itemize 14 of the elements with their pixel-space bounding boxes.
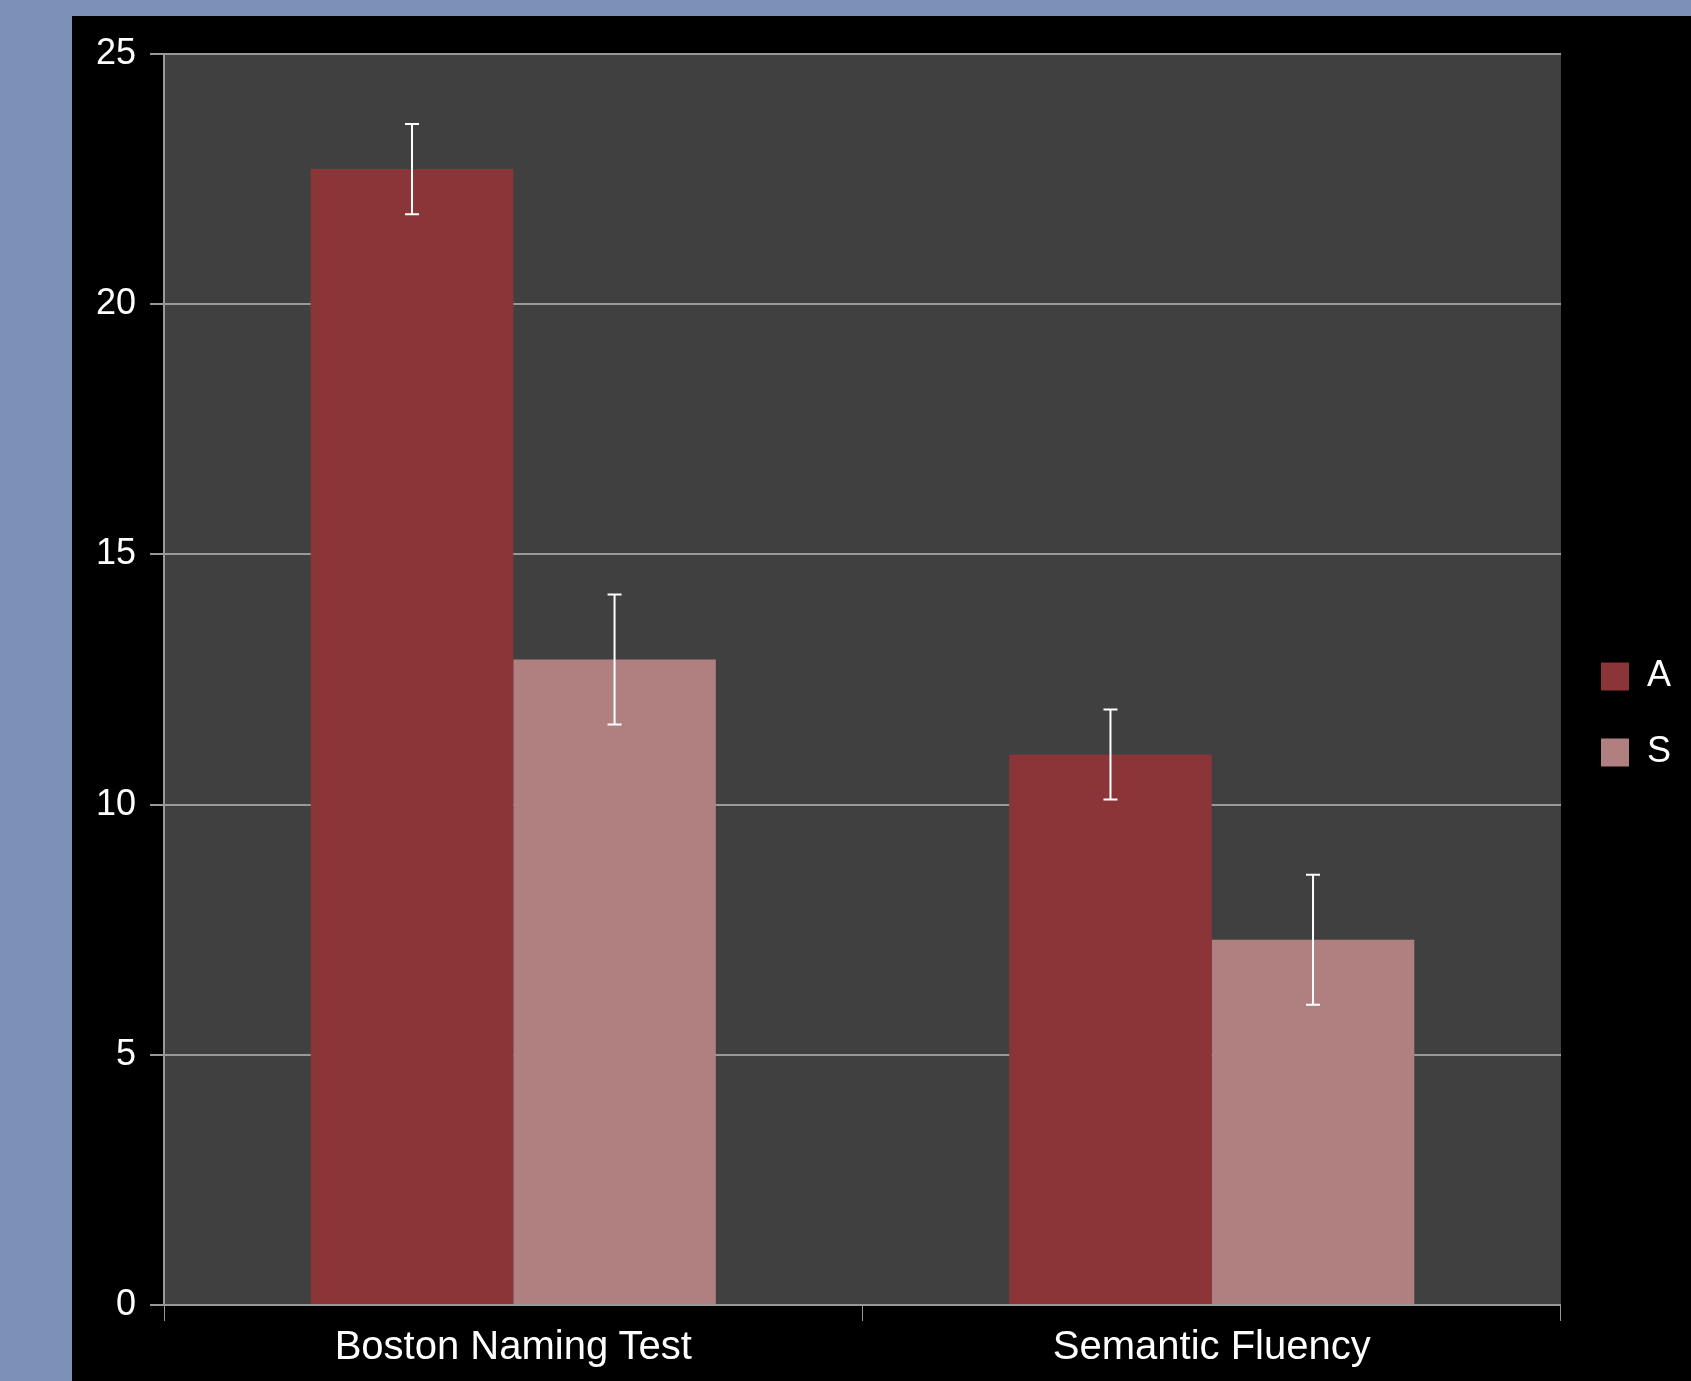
bar: [1009, 754, 1212, 1304]
y-tick-label: 5: [116, 1031, 137, 1073]
x-tick-label: Semantic Fluency: [1052, 1323, 1371, 1368]
y-tick-label: 20: [96, 281, 137, 323]
bar: [1211, 939, 1415, 1304]
y-tick-label: 0: [116, 1281, 137, 1323]
y-tick-label: 15: [96, 531, 137, 573]
legend-label: A: [1646, 653, 1671, 695]
x-tick-label: Boston Naming Test: [334, 1323, 692, 1368]
y-tick-label: 25: [96, 30, 137, 72]
bar: [310, 169, 514, 1304]
bar: [513, 659, 716, 1304]
y-tick-label: 10: [96, 781, 137, 823]
legend-label: S: [1646, 729, 1671, 771]
